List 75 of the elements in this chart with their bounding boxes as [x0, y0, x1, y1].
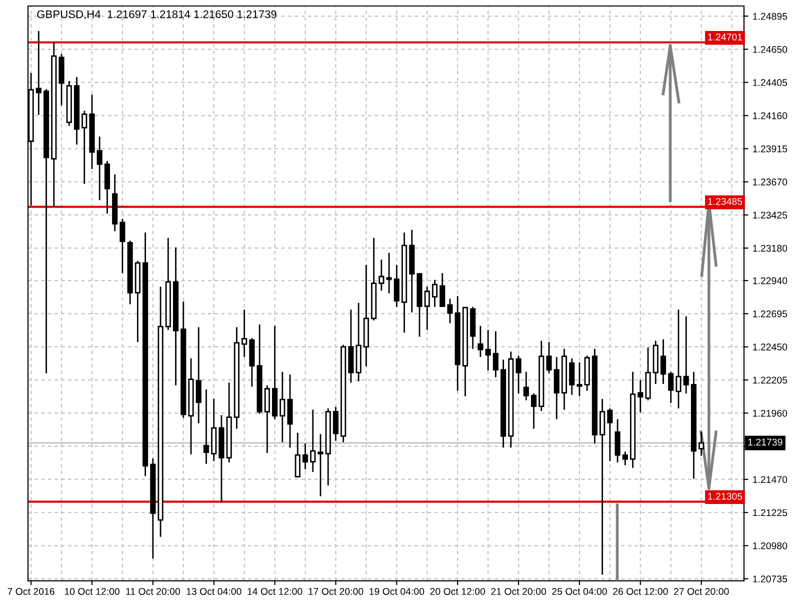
candlestick — [622, 452, 628, 466]
candlestick — [332, 406, 339, 441]
y-tick-label: 1.23425 — [753, 212, 788, 219]
y-tick-label: 1.21225 — [753, 509, 788, 516]
candlestick — [440, 273, 446, 307]
candlestick — [447, 298, 453, 324]
y-tick-label: 1.22940 — [753, 277, 788, 284]
candlestick — [310, 410, 316, 472]
candlestick — [280, 372, 286, 442]
x-tick-label: 7 Oct 2016 — [8, 588, 54, 595]
candlestick — [196, 327, 202, 424]
y-tick-label: 1.21960 — [753, 410, 788, 417]
x-tick-label: 20 Oct 12:00 — [430, 588, 486, 595]
candlestick — [683, 316, 689, 394]
y-tick-label: 1.22695 — [753, 310, 788, 318]
y-tick-label: 1.22450 — [753, 344, 788, 350]
candlestick — [516, 356, 522, 394]
candlestick — [600, 398, 606, 575]
x-tick-label: 25 Oct 04:00 — [552, 588, 607, 595]
candlestick — [264, 385, 270, 454]
candlestick — [394, 264, 400, 307]
x-tick-label: 11 Oct 20:00 — [126, 588, 180, 595]
candlestick — [432, 280, 438, 307]
candlestick — [294, 432, 300, 478]
candlestick — [485, 330, 491, 371]
candlestick — [546, 342, 552, 374]
y-tick-label: 1.24895 — [753, 12, 788, 20]
candlestick — [242, 310, 248, 357]
candlestick — [96, 136, 102, 200]
y-tick-label: 1.23915 — [753, 145, 788, 152]
candlestick — [378, 260, 384, 291]
y-tick-label: 1.23670 — [753, 178, 788, 186]
candlestick — [36, 31, 42, 115]
candlestick — [203, 389, 210, 464]
candlestick — [492, 331, 498, 378]
candlestick — [668, 372, 674, 403]
y-tick-label: 1.22205 — [753, 376, 788, 384]
ref-line-label: 1.21305 — [708, 492, 742, 500]
candlestick — [569, 358, 575, 395]
y-tick-label: 1.24160 — [753, 112, 788, 120]
x-tick-label: 14 Oct 12:00 — [248, 588, 302, 595]
y-tick-label: 1.24405 — [753, 79, 788, 86]
candlestick — [82, 110, 88, 184]
x-tick-label: 17 Oct 20:00 — [308, 588, 364, 595]
y-tick-label: 1.23180 — [753, 244, 788, 252]
ref-line-label: 1.21739 — [748, 438, 782, 446]
y-tick-label: 1.20980 — [753, 542, 788, 550]
candlestick — [614, 419, 620, 462]
candlestick — [676, 310, 682, 408]
y-tick-label: 1.20735 — [753, 576, 788, 582]
x-tick-label: 26 Oct 12:00 — [613, 588, 668, 595]
x-tick-label: 13 Oct 04:00 — [186, 588, 242, 595]
candlestick — [698, 432, 704, 456]
x-tick-label: 27 Oct 20:00 — [674, 588, 729, 595]
x-tick-label: 19 Oct 04:00 — [370, 588, 424, 595]
candlestick — [576, 362, 582, 396]
x-tick-label: 21 Oct 20:00 — [491, 588, 546, 595]
ref-line-label: 1.24701 — [708, 34, 742, 40]
chart-title: GBPUSD,H4 1.21697 1.21814 1.21650 1.21739 — [37, 10, 276, 20]
candlestick — [120, 218, 126, 274]
ref-line-label: 1.23485 — [708, 198, 742, 205]
candlestick — [607, 408, 613, 462]
candlestick — [478, 326, 484, 357]
candlestick — [660, 339, 666, 384]
candlestick — [424, 286, 430, 330]
x-tick-label: 10 Oct 12:00 — [64, 588, 120, 595]
candlestick — [554, 356, 560, 420]
y-tick-label: 1.21470 — [753, 476, 788, 483]
y-tick-label: 1.24650 — [753, 46, 788, 53]
candlestick — [318, 434, 324, 496]
candlestick — [530, 393, 537, 429]
candlestick — [386, 252, 392, 294]
candlestick — [638, 380, 644, 412]
candlestick — [302, 444, 308, 470]
candlestick — [523, 372, 529, 400]
